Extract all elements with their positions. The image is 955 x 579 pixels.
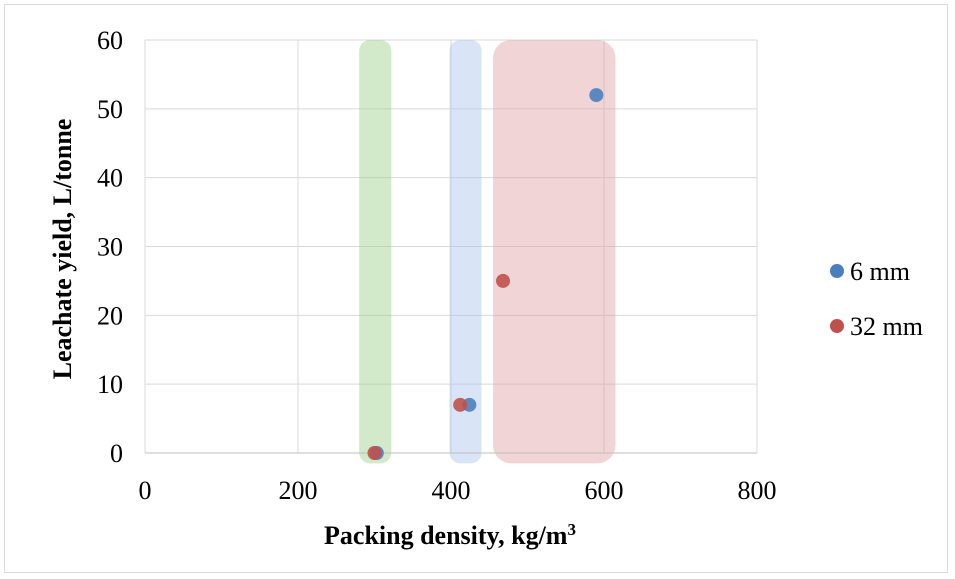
data-point-layer <box>367 88 604 460</box>
y-tick-label: 20 <box>97 301 123 330</box>
x-tick-label: 600 <box>585 476 624 505</box>
y-tick-label: 50 <box>97 95 123 124</box>
legend-marker <box>830 264 844 278</box>
highlight-band <box>449 40 482 464</box>
y-tick-label: 10 <box>97 370 123 399</box>
x-tick-label: 0 <box>139 476 152 505</box>
highlight-band-layer <box>359 40 616 464</box>
x-tick-label: 800 <box>738 476 777 505</box>
data-point <box>453 397 468 412</box>
legend-item: 32 mm <box>830 312 923 341</box>
y-axis-title: Leachate yield, L/tonne <box>48 119 77 380</box>
chart-frame: 0 10 20 30 40 50 60 0 200 400 600 800 Packing densi… <box>4 4 948 573</box>
y-tick-label: 0 <box>110 439 123 468</box>
highlight-band <box>493 40 616 464</box>
x-tick-label: 400 <box>432 476 471 505</box>
x-axis-title-superscript: 3 <box>567 520 576 539</box>
legend: 6 mm 32 mm <box>830 257 923 341</box>
y-tick-label: 40 <box>97 164 123 193</box>
data-point <box>367 446 382 460</box>
legend-label: 6 mm <box>850 257 910 286</box>
highlight-band <box>359 40 392 464</box>
legend-item: 6 mm <box>830 257 910 286</box>
y-tick-label: 30 <box>97 233 123 262</box>
grid-layer <box>144 39 758 454</box>
x-tick-label: 200 <box>279 476 318 505</box>
legend-label: 32 mm <box>850 312 923 341</box>
data-point <box>496 273 511 288</box>
x-axis-title: Packing density, kg/m3 <box>324 520 576 550</box>
legend-marker <box>830 319 844 333</box>
y-tick-label: 60 <box>97 26 123 55</box>
data-point <box>589 88 604 103</box>
